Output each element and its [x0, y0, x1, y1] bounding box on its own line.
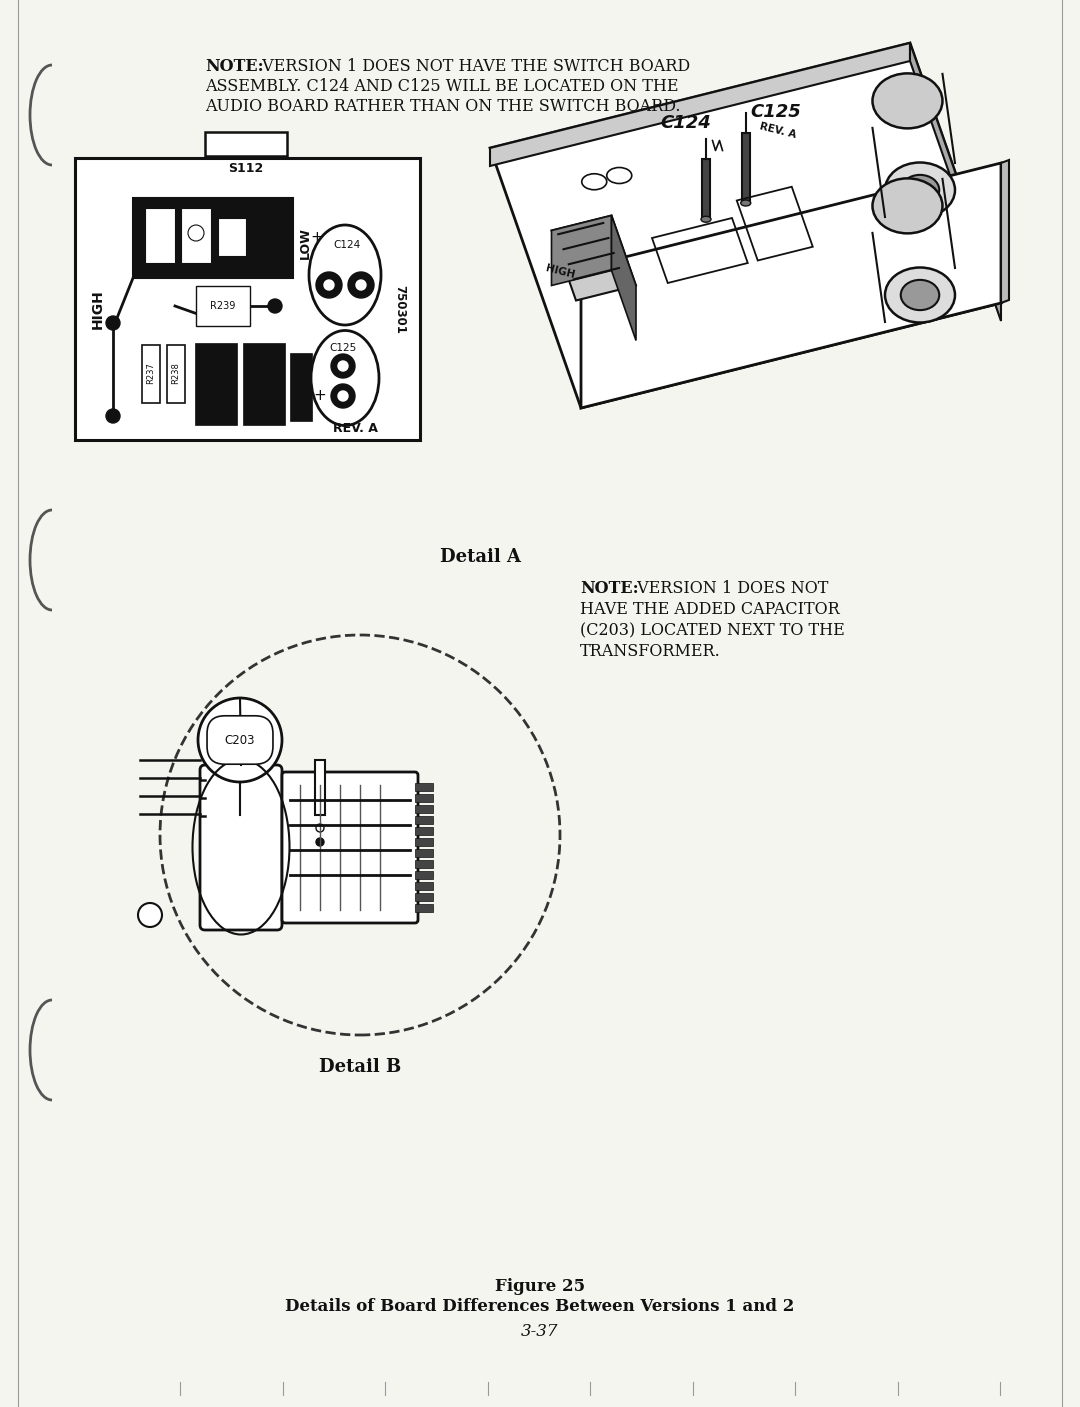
Bar [167, 345, 185, 402]
Text: TRANSFORMER.: TRANSFORMER. [580, 643, 720, 660]
Bar [181, 208, 211, 263]
Bar [415, 905, 433, 912]
Bar [415, 860, 433, 868]
Ellipse shape [607, 167, 632, 183]
Ellipse shape [873, 179, 943, 234]
Polygon shape [552, 215, 636, 301]
Bar [75, 158, 420, 440]
Text: 750301: 750301 [393, 284, 406, 333]
Text: HIGH: HIGH [91, 288, 105, 329]
Bar [702, 159, 710, 219]
Circle shape [268, 300, 282, 312]
Polygon shape [1001, 160, 1009, 303]
Bar [243, 343, 285, 425]
Text: HAVE THE ADDED CAPACITOR: HAVE THE ADDED CAPACITOR [580, 601, 840, 618]
Bar [415, 848, 433, 857]
FancyBboxPatch shape [200, 765, 282, 930]
FancyBboxPatch shape [205, 132, 287, 156]
Text: R239: R239 [211, 301, 235, 311]
Polygon shape [910, 44, 1001, 321]
Circle shape [188, 225, 204, 241]
Ellipse shape [885, 267, 955, 322]
Bar [218, 218, 246, 256]
Ellipse shape [873, 73, 943, 128]
Text: REV. A: REV. A [758, 121, 797, 139]
Text: HIGH: HIGH [544, 263, 577, 280]
Polygon shape [581, 163, 1001, 408]
Text: LOW: LOW [298, 227, 311, 259]
Text: C203: C203 [225, 733, 255, 747]
Polygon shape [490, 44, 1001, 408]
Text: C124: C124 [661, 114, 712, 132]
Circle shape [316, 825, 324, 832]
Circle shape [338, 362, 348, 371]
Text: ASSEMBLY. C124 AND C125 WILL BE LOCATED ON THE: ASSEMBLY. C124 AND C125 WILL BE LOCATED … [205, 77, 678, 96]
Bar [415, 816, 433, 825]
Text: R238: R238 [172, 362, 180, 384]
Bar [315, 760, 325, 815]
Text: Detail B: Detail B [319, 1058, 401, 1076]
Text: (C203) LOCATED NEXT TO THE: (C203) LOCATED NEXT TO THE [580, 622, 845, 639]
Text: R237: R237 [147, 362, 156, 384]
Text: C125: C125 [751, 103, 801, 121]
Bar [195, 343, 237, 425]
Text: VERSION 1 DOES NOT: VERSION 1 DOES NOT [632, 580, 828, 597]
Circle shape [324, 280, 334, 290]
Circle shape [330, 355, 355, 378]
Circle shape [138, 903, 162, 927]
Text: NOTE:: NOTE: [580, 580, 638, 597]
Bar [742, 134, 750, 203]
Circle shape [356, 280, 366, 290]
Bar [415, 805, 433, 813]
Bar [415, 827, 433, 834]
Bar [415, 871, 433, 879]
Polygon shape [552, 215, 611, 286]
Text: AUDIO BOARD RATHER THAN ON THE SWITCH BOARD.: AUDIO BOARD RATHER THAN ON THE SWITCH BO… [205, 98, 680, 115]
Bar [291, 353, 312, 421]
Ellipse shape [701, 217, 711, 222]
Bar [415, 882, 433, 891]
Bar [415, 839, 433, 846]
Circle shape [348, 272, 374, 298]
Text: C124: C124 [334, 241, 361, 250]
Text: Details of Board Differences Between Versions 1 and 2: Details of Board Differences Between Ver… [285, 1299, 795, 1316]
Ellipse shape [582, 173, 607, 190]
Bar [133, 198, 293, 279]
Polygon shape [611, 215, 636, 340]
Bar [141, 345, 160, 402]
Ellipse shape [741, 200, 751, 205]
Text: 3-37: 3-37 [522, 1323, 558, 1339]
Bar [415, 784, 433, 791]
Text: C125: C125 [329, 343, 356, 353]
Circle shape [198, 698, 282, 782]
Circle shape [106, 409, 120, 424]
Bar [415, 794, 433, 802]
Text: +: + [311, 231, 323, 245]
Circle shape [106, 317, 120, 331]
Text: REV. A: REV. A [333, 422, 377, 435]
Ellipse shape [311, 331, 379, 425]
Text: Detail A: Detail A [440, 547, 521, 566]
Bar [415, 893, 433, 900]
Text: VERSION 1 DOES NOT HAVE THE SWITCH BOARD: VERSION 1 DOES NOT HAVE THE SWITCH BOARD [257, 58, 690, 75]
Ellipse shape [901, 174, 940, 205]
Bar [145, 208, 175, 263]
Circle shape [316, 839, 324, 846]
Text: +: + [313, 388, 326, 404]
Ellipse shape [309, 225, 381, 325]
Circle shape [330, 384, 355, 408]
Circle shape [338, 391, 348, 401]
Ellipse shape [885, 162, 955, 218]
Text: NOTE:: NOTE: [205, 58, 264, 75]
Ellipse shape [901, 280, 940, 310]
FancyBboxPatch shape [282, 772, 418, 923]
Text: S112: S112 [228, 162, 264, 174]
Text: Figure 25: Figure 25 [495, 1278, 585, 1294]
Polygon shape [490, 44, 910, 166]
Circle shape [316, 272, 342, 298]
